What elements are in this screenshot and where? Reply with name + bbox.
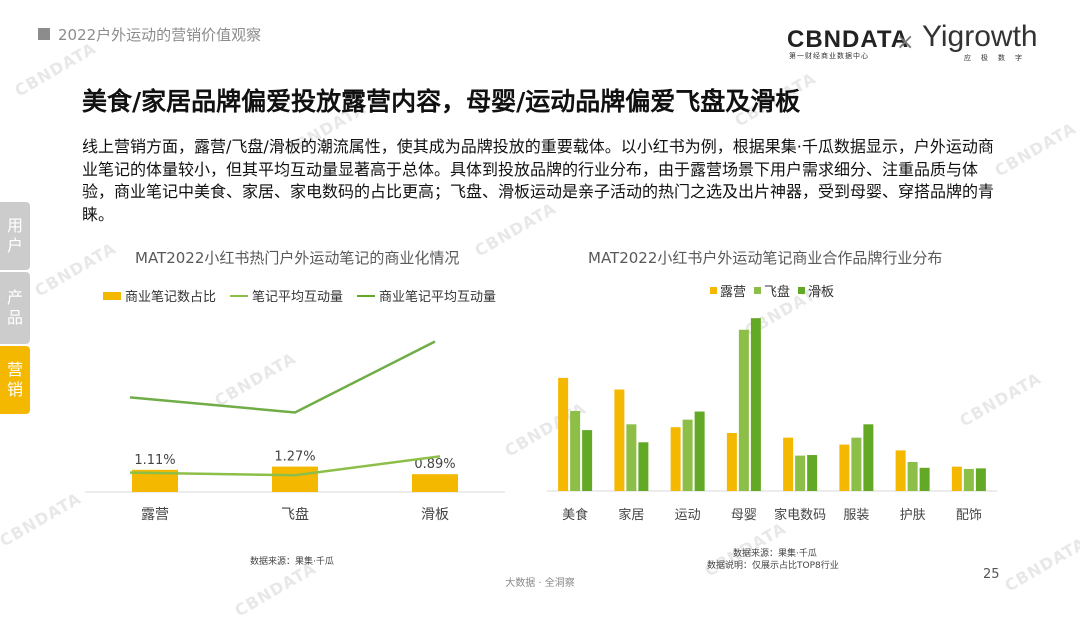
chart2-bar [807, 455, 818, 491]
chart1-bar [412, 474, 458, 492]
chart2-x-tick-label: 美食 [562, 507, 588, 523]
legend-label: 露营 [720, 285, 747, 300]
chart2-x-tick-label: 护肤 [900, 508, 926, 523]
chart2-bar [570, 410, 581, 491]
chart2-x-tick-label: 运动 [675, 508, 701, 523]
legend-label: 笔记平均互动量 [252, 290, 344, 305]
legend-swatch [230, 294, 249, 297]
legend-item: 商业笔记数占比 [103, 286, 216, 305]
chart2-x-tick-label: 服装 [843, 508, 869, 523]
chart2-bar [738, 329, 749, 491]
legend-swatch [710, 287, 717, 294]
chart1-legend: 商业笔记数占比 笔记平均互动量 商业笔记平均互动量 [103, 286, 510, 305]
chart2-bar [614, 389, 625, 491]
logo-separator: × [896, 30, 915, 55]
legend-label: 滑板 [808, 285, 835, 300]
chart1-x-tick-label: 滑板 [421, 506, 449, 523]
legend-label: 飞盘 [764, 285, 791, 300]
yigrowth-logo: Yigrowth [922, 20, 1038, 53]
legend-swatch [357, 294, 376, 297]
side-tab-users[interactable]: 用户 [0, 202, 30, 270]
chart2-bar [582, 430, 593, 491]
chart2-bar [682, 419, 693, 491]
header-square-icon [38, 28, 50, 40]
chart2-bar [750, 318, 761, 491]
chart2-bar [919, 467, 930, 491]
legend-item: 笔记平均互动量 [230, 286, 343, 305]
side-tab-label: 用户 [6, 216, 23, 255]
chart1-line-avg-interaction [129, 455, 441, 477]
yigrowth-logo-subtitle: 应极数字 [964, 54, 1032, 62]
chart2-bar [963, 468, 974, 491]
chart2-bar [895, 450, 906, 491]
summary-paragraph: 线上营销方面，露营/飞盘/滑板的潮流属性，使其成为品牌投放的重要载体。以小红书为… [82, 137, 995, 224]
side-tab-label: 营销 [6, 360, 23, 399]
chart1-x-tick-label: 飞盘 [281, 506, 309, 523]
chart1-bar [272, 466, 318, 492]
chart2-bar [783, 437, 794, 491]
chart1-svg: 1.11% 露营 1.27% 飞盘 0.89% 滑板 [85, 340, 505, 523]
legend-swatch [798, 287, 806, 294]
chart2-bar [638, 442, 649, 491]
chart1-bar [132, 469, 178, 492]
chart2-bar [907, 462, 918, 491]
chart2-bar [626, 424, 637, 491]
legend-item: 露营 [710, 281, 746, 300]
page-title: 美食/家居品牌偏爱投放露营内容，母婴/运动品牌偏爱飞盘及滑板 [82, 87, 801, 116]
chart1-data-label: 1.27% [274, 450, 315, 465]
chart2-bar [851, 437, 862, 491]
chart2-x-tick-label: 配饰 [956, 508, 982, 523]
watermark: CBNDATA [0, 488, 85, 551]
page-number: 25 [983, 567, 1000, 582]
chart2-bar [951, 466, 962, 491]
chart2-note: 数据说明：仅展示占比TOP8行业 [707, 561, 839, 571]
chart2-bar [863, 424, 874, 491]
chart1-source: 数据来源：果集·千瓜 [250, 557, 334, 567]
chart1-title: MAT2022小红书热门户外运动笔记的商业化情况 [135, 249, 460, 267]
chart1-data-label: 1.11% [134, 453, 175, 468]
legend-label: 商业笔记数占比 [125, 290, 217, 305]
legend-label: 商业笔记平均互动量 [379, 290, 497, 305]
chart2-legend: 露营 飞盘 滑板 [710, 281, 842, 300]
chart2-bar [558, 377, 569, 491]
chart2-source: 数据来源：果集·千瓜 [733, 549, 817, 559]
chart2-x-tick-label: 母婴 [731, 508, 757, 523]
chart2-x-tick-label: 家居 [618, 507, 644, 523]
chart2-bar [839, 444, 850, 491]
chart2-svg: 美食 家居 运动 母婴 家电数码 服装 护肤 配饰 [547, 318, 997, 523]
cbndata-logo: CBNDATA [787, 26, 910, 53]
legend-swatch [754, 287, 762, 294]
side-tab-marketing[interactable]: 营销 [0, 346, 30, 414]
chart1-x-tick-label: 露营 [141, 507, 169, 523]
legend-swatch [103, 291, 121, 300]
chart2-title: MAT2022小红书户外运动笔记商业合作品牌行业分布 [588, 249, 943, 267]
chart2-x-tick-label: 家电数码 [774, 507, 826, 523]
side-tab-label: 产品 [6, 288, 23, 327]
legend-item: 滑板 [798, 281, 834, 300]
chart2-bar [975, 468, 986, 491]
watermark: CBNDATA [231, 558, 320, 620]
legend-item: 飞盘 [754, 281, 790, 300]
chart2-bar [795, 455, 806, 491]
chart2-bar [726, 433, 737, 491]
footer-text: 大数据 · 全洞察 [505, 578, 575, 589]
chart2-bar [694, 411, 705, 491]
cbndata-logo-subtitle: 第一财经商业数据中心 [789, 52, 869, 60]
chart2-bar [670, 427, 681, 491]
side-tab-product[interactable]: 产品 [0, 272, 30, 344]
legend-item: 商业笔记平均互动量 [357, 286, 496, 305]
section-title: 2022户外运动的营销价值观察 [58, 26, 262, 44]
watermark: CBNDATA [991, 118, 1080, 181]
chart1-line-commercial-interaction [129, 340, 436, 414]
chart1-data-label: 0.89% [414, 457, 455, 472]
